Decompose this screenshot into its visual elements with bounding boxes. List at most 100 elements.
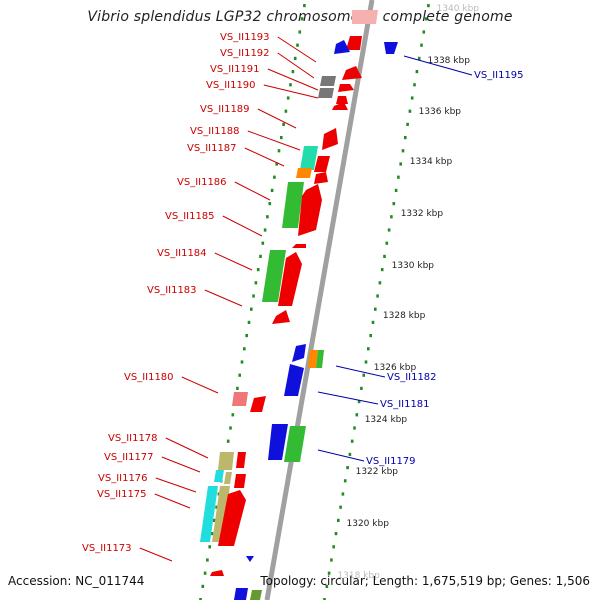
tick-dot [261,241,265,245]
gene-leader-line [204,289,243,307]
tick-dot [339,505,342,509]
gene-label: VS_II1184 [157,248,207,259]
tick-dot [226,439,230,443]
kbp-scale-label: 1318 kbp [337,571,380,581]
gene-label: VS_II1191 [210,64,260,75]
tick-dot [199,598,202,600]
tick-dot [280,136,283,140]
tick-dot [353,426,356,430]
tick-dot [238,373,241,377]
gene-label: VS_II1186 [177,177,227,188]
tick-dot [266,215,269,219]
tick-dot [422,30,426,34]
tick-dot [256,268,260,272]
gene-leader-line [277,52,315,79]
gene-label: VS_II1185 [165,211,215,222]
tick-dot [401,149,405,153]
gene-arrow [322,128,338,150]
gene-leader-line [317,449,365,462]
tick-dot [343,479,347,483]
tick-dot [208,545,211,549]
tick-dot [380,268,384,272]
tick-dot [303,4,306,8]
tick-dot [282,122,285,126]
gene-arrow [250,396,266,412]
gene-leader-line [257,108,297,129]
gene-leader-line [139,547,173,562]
tick-dot [203,571,207,575]
tick-dot [364,360,368,364]
tick-dot [236,386,239,390]
gene-arrow [210,570,224,576]
tick-dot [385,241,389,245]
outer-tick-track [323,4,430,600]
gene-block [284,364,304,396]
tick-dot [201,584,205,588]
gene-leader-line [403,55,473,76]
tick-dot [392,202,396,206]
kbp-scale-label: 1332 kbp [401,209,444,219]
tick-dot [367,347,370,351]
gene-label: VS_II1175 [97,489,147,500]
gene-block [234,588,248,600]
tick-dot [399,162,402,166]
tick-dot [327,571,331,575]
gene-block [316,350,324,368]
gene-label: VS_II1183 [147,285,197,296]
gene-leader-line [263,84,319,99]
gene-label: VS_II1193 [220,32,270,43]
tick-dot [300,17,304,21]
tick-dot [291,70,295,74]
kbp-scale-label: 1336 kbp [419,107,462,117]
tick-dot [293,56,297,60]
tick-dot [376,294,379,298]
gene-block [212,486,230,542]
genome-summary-text: Topology: circular; Length: 1,675,519 bp… [260,574,590,588]
tick-dot [215,505,218,509]
tick-dot [417,56,421,60]
tick-dot [390,215,393,219]
tick-dot [341,492,345,496]
gene-block [352,10,378,24]
gene-arrow [314,156,330,172]
tick-dot [383,254,386,258]
gene-leader-line [234,181,271,201]
gene-leader-line [247,130,301,151]
gene-label: VS_II1181 [380,399,430,410]
gene-label: VS_II1188 [190,126,240,137]
gene-arrow [342,66,362,80]
tick-dot [240,360,244,364]
tick-dot [334,532,338,536]
gene-block [250,590,262,600]
gene-leader-line [165,437,209,459]
tick-dot [243,347,246,351]
tick-dot [397,175,400,179]
gene-label: VS_II1192 [220,48,270,59]
gene-label: VS_II1187 [187,143,237,154]
gene-arrow [384,42,398,54]
gene-block [300,146,318,170]
tick-dot [259,254,262,258]
gene-label: VS_II1190 [206,80,256,91]
tick-dot [346,466,349,470]
tick-dot [206,558,209,562]
tick-dot [252,294,255,298]
tick-dot [332,545,335,549]
kbp-scale-label: 1338 kbp [428,56,471,66]
tick-dot [371,320,375,324]
kbp-scale-label: 1320 kbp [347,519,390,529]
gene-label: VS_II1176 [98,473,148,484]
gene-label: VS_II1182 [387,372,437,383]
kbp-scale-label: 1340 kbp [437,4,480,14]
tick-dot [250,307,253,311]
tick-dot [210,532,214,536]
gene-arrow [336,96,348,104]
gene-leader-line [317,391,379,405]
gene-leader-line [244,147,285,167]
tick-dot [330,558,333,562]
gene-arrow [236,452,246,468]
tick-dot [350,439,354,443]
tick-dot [424,17,428,21]
tick-dot [270,188,274,192]
gene-block [214,470,224,482]
